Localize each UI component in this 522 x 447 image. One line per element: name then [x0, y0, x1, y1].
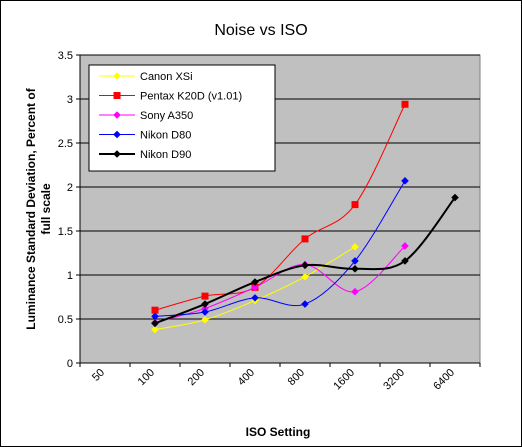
data-point-pentax-k20d-v1-01: [301, 235, 309, 243]
legend-marker: [113, 72, 121, 80]
data-point-nikon-d90: [201, 300, 209, 308]
y-axis-label-line1: Luminance Standard Deviation, Percent of: [24, 87, 38, 329]
y-axis-label: Luminance Standard Deviation, Percent of…: [24, 87, 53, 329]
legend-entry-nikon-d90: Nikon D90: [99, 149, 191, 161]
x-tick-label: 400: [236, 367, 257, 388]
legend-marker: [113, 92, 121, 99]
x-axis-label: ISO Setting: [246, 425, 311, 439]
data-point-pentax-k20d-v1-01: [401, 100, 409, 108]
data-point-nikon-d80: [251, 294, 259, 302]
data-point-nikon-d90: [301, 261, 309, 270]
data-point-nikon-d80: [201, 308, 209, 316]
legend-marker: [113, 111, 121, 119]
data-point-pentax-k20d-v1-01: [201, 292, 209, 300]
x-tick-label: 100: [136, 367, 157, 388]
data-point-sony-a350: [251, 283, 259, 292]
y-tick-label: 2: [67, 182, 73, 194]
x-tick-label: 3200: [381, 367, 407, 393]
data-point-nikon-d80: [351, 257, 359, 265]
data-point-sony-a350: [401, 242, 409, 250]
data-point-nikon-d90: [401, 257, 409, 265]
data-point-nikon-d90: [151, 319, 159, 328]
data-point-sony-a350: [351, 287, 359, 296]
legend-marker: [113, 130, 121, 139]
legend-label: Sony A350: [140, 110, 193, 122]
legend-marker: [113, 150, 121, 158]
data-point-nikon-d90: [451, 193, 459, 202]
y-axis-label-line2: full scale: [39, 183, 53, 235]
legend-entry-sony-a350: Sony A350: [99, 110, 193, 122]
y-tick-label: 1: [67, 270, 73, 282]
data-point-canon-xsi: [151, 325, 159, 334]
x-tick-label: 800: [286, 367, 307, 388]
x-tick-label: 1600: [331, 367, 357, 393]
legend-label: Nikon D80: [140, 130, 191, 142]
series-nikon-d80: [151, 177, 409, 321]
data-point-canon-xsi: [301, 272, 309, 281]
data-point-nikon-d80: [151, 312, 159, 321]
data-point-canon-xsi: [351, 243, 359, 251]
legend: Canon XSi Pentax K20D (v1.01) Sony A350 Nik…: [88, 64, 276, 172]
legend-entry-canon-xsi: Canon XSi: [99, 71, 193, 83]
legend-entry-pentax-k20d-v1-01: Pentax K20D (v1.01): [99, 91, 242, 103]
data-point-pentax-k20d-v1-01: [151, 306, 159, 314]
data-point-nikon-d90: [251, 278, 259, 286]
y-tick-label: 3.5: [58, 50, 73, 62]
y-tick-label: 3: [67, 94, 73, 106]
y-tick-label: 2.5: [58, 138, 73, 150]
y-tick-label: 0.5: [58, 314, 73, 326]
legend-entry-nikon-d80: Nikon D80: [99, 130, 191, 142]
legend-label: Pentax K20D (v1.01): [140, 91, 242, 103]
series-lines: [151, 100, 459, 334]
y-tick-label: 1.5: [58, 226, 73, 238]
series-nikon-d90: [151, 193, 459, 328]
chart-title: Noise vs ISO: [214, 22, 307, 39]
data-point-canon-xsi: [201, 316, 209, 324]
x-tick-label: 50: [90, 367, 107, 384]
x-tick-label: 200: [186, 367, 207, 388]
legend-label: Canon XSi: [140, 71, 193, 83]
legend-label: Nikon D90: [140, 149, 191, 161]
data-point-nikon-d90: [351, 265, 359, 273]
data-point-nikon-d80: [401, 177, 409, 185]
y-tick-label: 0: [67, 358, 73, 370]
x-tick-label: 6400: [431, 367, 457, 393]
data-point-nikon-d80: [301, 300, 309, 308]
data-point-pentax-k20d-v1-01: [351, 201, 359, 209]
